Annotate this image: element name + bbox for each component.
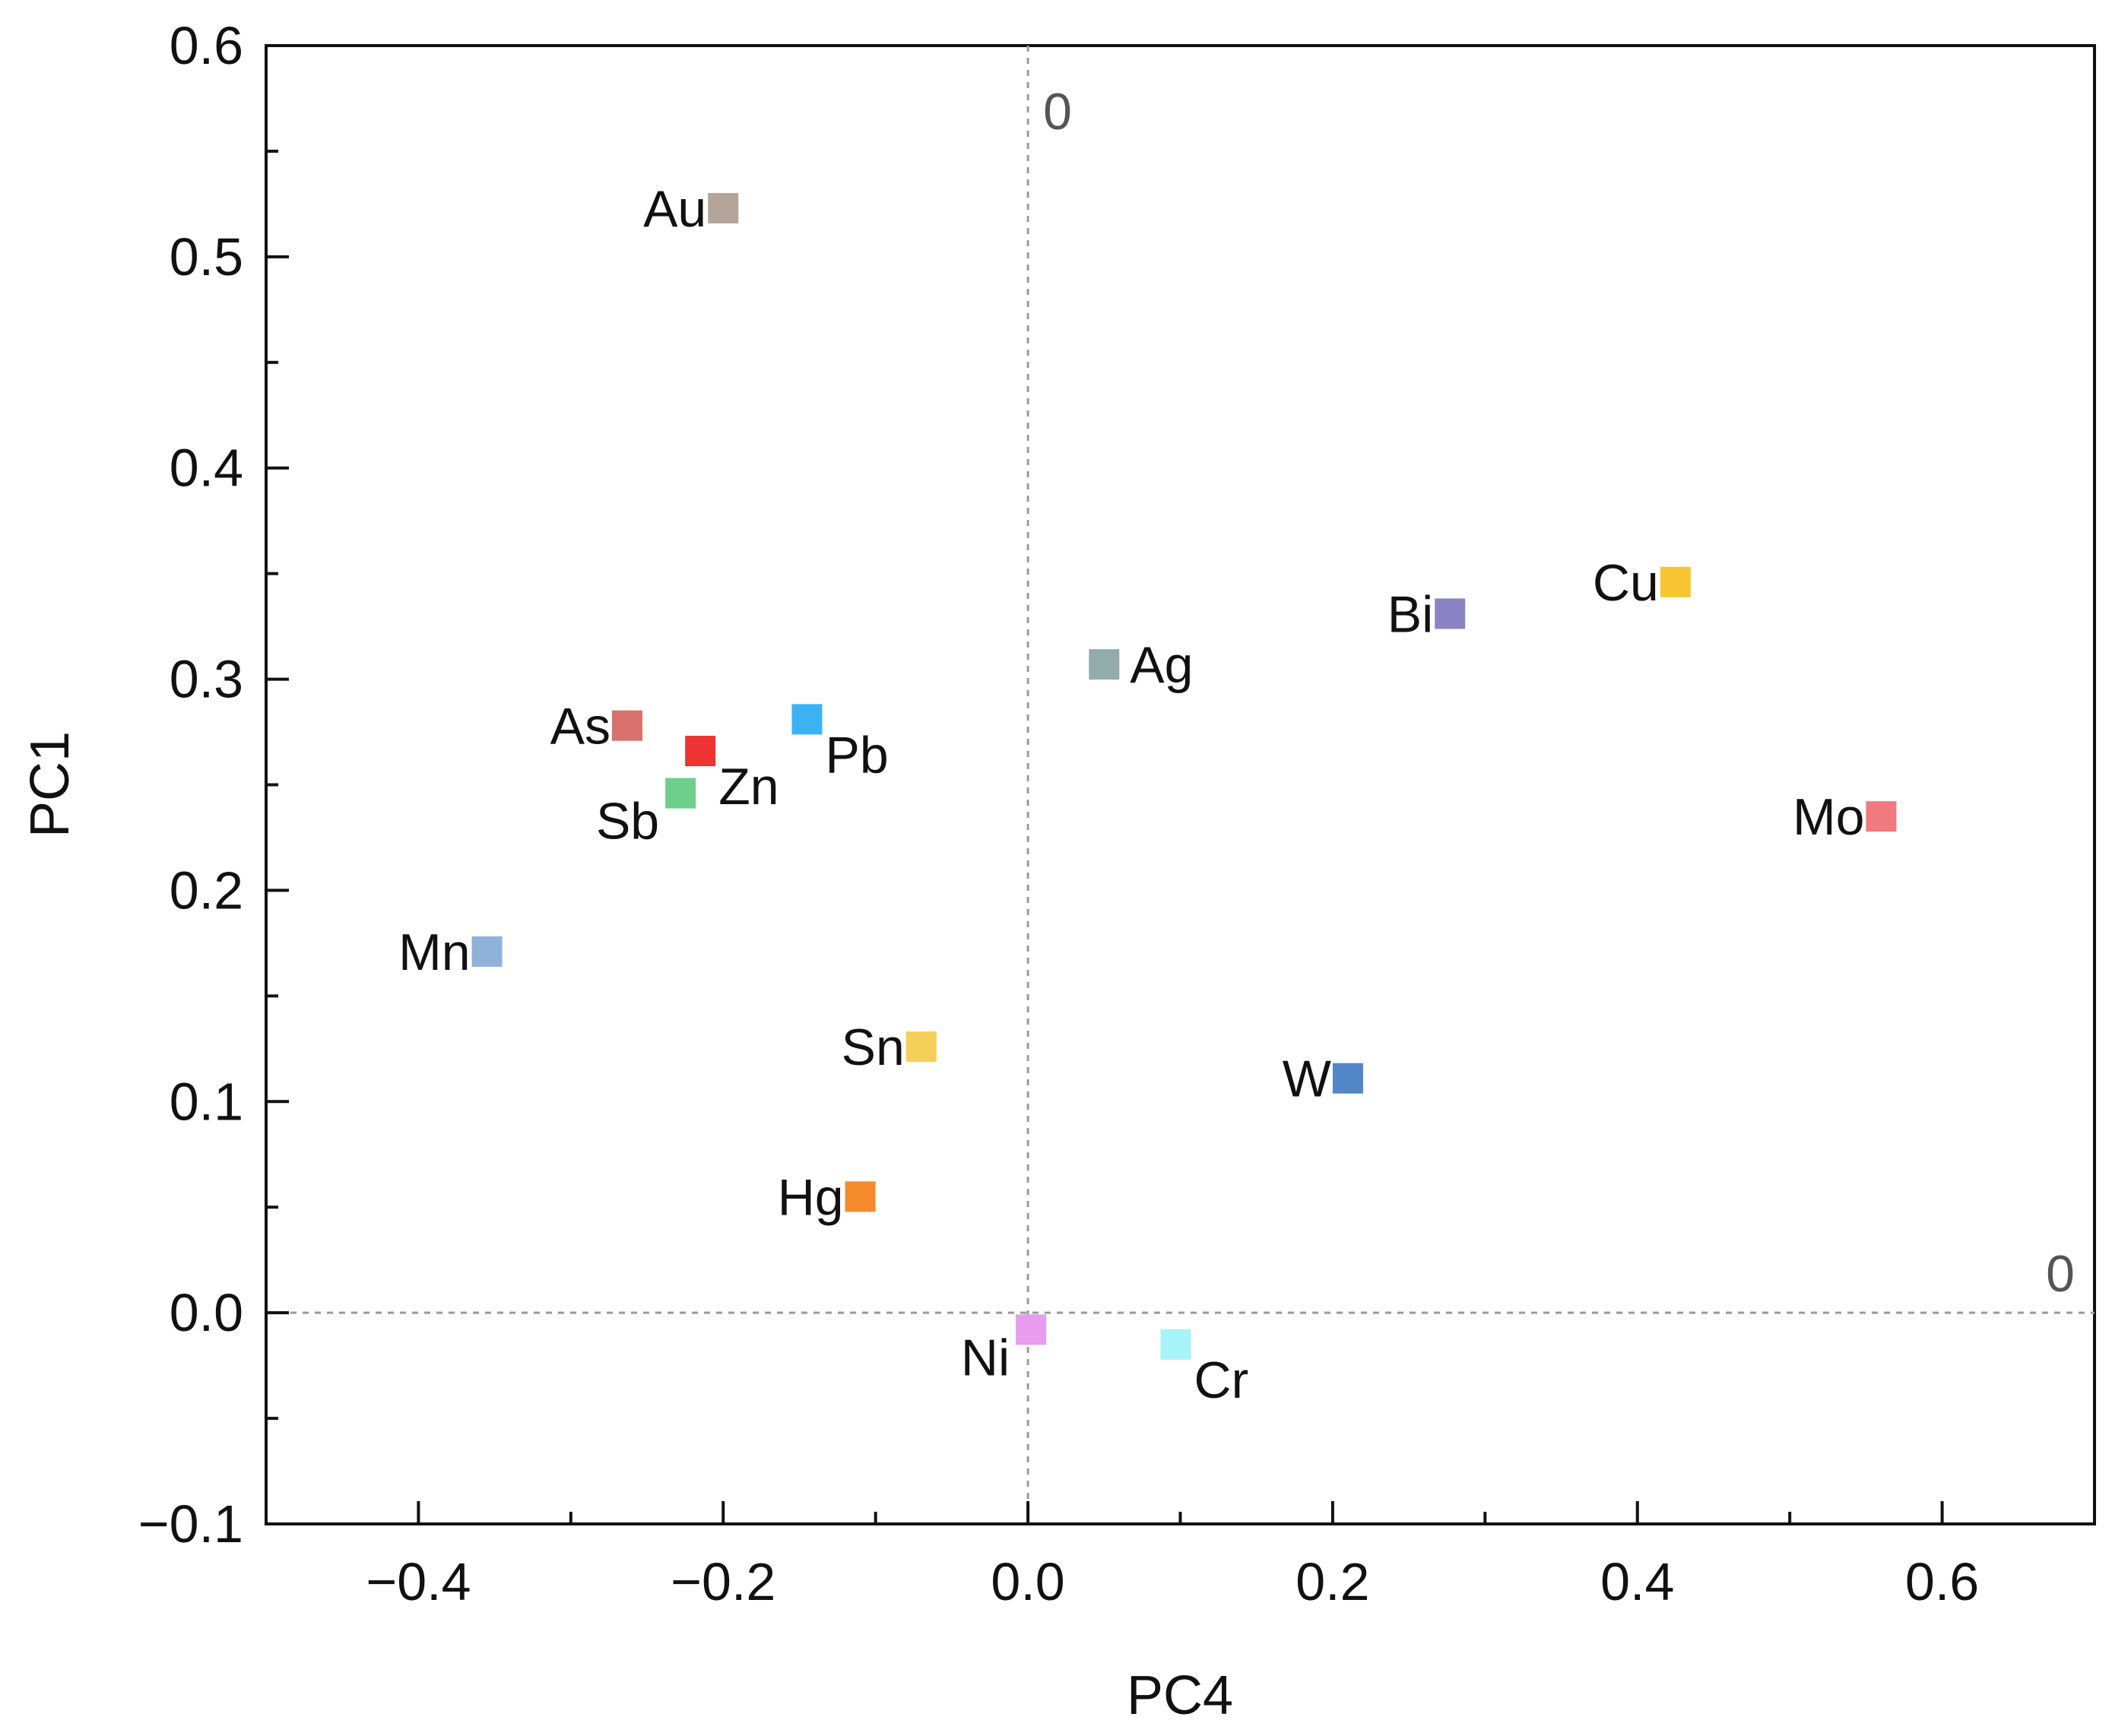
y-tick-label: 0.4 xyxy=(170,439,243,498)
x-tick-label: 0.6 xyxy=(1905,1552,1979,1611)
point-bi: Bi xyxy=(1387,585,1466,643)
point-label: Sn xyxy=(842,1018,905,1076)
point-label: Pb xyxy=(825,726,888,784)
point-ag: Ag xyxy=(1089,636,1193,694)
point-marker xyxy=(685,736,716,767)
x-axis-title: PC4 xyxy=(1127,1665,1233,1726)
x-axis: −0.4 −0.2 0.0 0.2 0.4 0.6 xyxy=(366,1501,1979,1611)
point-marker xyxy=(845,1181,876,1212)
plot-frame xyxy=(265,44,2096,1525)
x-tick-label: −0.4 xyxy=(366,1552,471,1611)
point-label: Cu xyxy=(1593,554,1659,612)
point-marker xyxy=(1660,566,1691,597)
point-pb: Pb xyxy=(791,704,889,784)
point-au: Au xyxy=(643,180,739,238)
point-hg: Hg xyxy=(778,1168,876,1226)
point-w: W xyxy=(1283,1050,1363,1108)
point-label: As xyxy=(550,698,610,756)
point-marker xyxy=(1435,598,1466,629)
point-label: Ag xyxy=(1130,636,1193,694)
point-marker xyxy=(611,710,642,741)
y-tick-label: 0.0 xyxy=(170,1283,243,1342)
point-cu: Cu xyxy=(1593,554,1691,612)
point-ni: Ni xyxy=(961,1314,1047,1386)
point-marker xyxy=(665,778,696,809)
point-zn: Zn xyxy=(685,736,779,816)
point-marker xyxy=(1160,1329,1191,1360)
point-marker xyxy=(791,704,823,735)
horizontal-zero-label: 0 xyxy=(2046,1245,2075,1303)
y-tick-label: 0.6 xyxy=(170,16,243,75)
y-tick-label: 0.1 xyxy=(170,1072,243,1131)
point-label: Cr xyxy=(1194,1351,1248,1409)
point-as: As xyxy=(550,698,642,756)
data-points: Au As Zn Pb Sb Mn Sn Hg Ni Cr Ag Bi Cu Mo W xyxy=(398,180,1897,1409)
point-label: Mn xyxy=(398,923,470,981)
point-marker xyxy=(1332,1063,1363,1094)
y-axis-title: PC1 xyxy=(20,731,81,838)
point-label: Zn xyxy=(718,758,779,816)
point-sb: Sb xyxy=(596,778,696,851)
vertical-zero-label: 0 xyxy=(1043,83,1072,141)
y-tick-label: 0.3 xyxy=(170,650,243,709)
point-label: W xyxy=(1283,1050,1331,1108)
x-tick-label: 0.2 xyxy=(1295,1552,1369,1611)
point-sn: Sn xyxy=(842,1018,937,1076)
point-label: Au xyxy=(643,180,706,238)
point-label: Sb xyxy=(596,793,659,851)
point-label: Hg xyxy=(778,1168,844,1226)
point-mn: Mn xyxy=(398,923,503,981)
x-tick-label: −0.2 xyxy=(671,1552,775,1611)
y-tick-label: 0.5 xyxy=(170,227,243,287)
point-marker xyxy=(1089,649,1120,680)
y-axis: −0.1 0.0 0.1 0.2 0.3 0.4 0.5 0.6 xyxy=(138,16,289,1554)
point-label: Bi xyxy=(1387,585,1433,643)
point-label: Mo xyxy=(1793,788,1864,846)
y-tick-label: 0.2 xyxy=(170,860,243,920)
x-tick-label: 0.0 xyxy=(991,1552,1064,1611)
y-tick-label: −0.1 xyxy=(138,1494,243,1554)
reference-lines: 00 xyxy=(266,46,2095,1524)
point-marker xyxy=(905,1031,937,1063)
point-marker xyxy=(471,936,503,968)
x-tick-label: 0.4 xyxy=(1600,1552,1674,1611)
point-marker xyxy=(708,192,739,223)
point-marker xyxy=(1016,1314,1047,1345)
point-cr: Cr xyxy=(1160,1329,1248,1409)
point-mo: Mo xyxy=(1793,788,1897,846)
point-marker xyxy=(1866,801,1897,832)
point-label: Ni xyxy=(961,1329,1010,1386)
